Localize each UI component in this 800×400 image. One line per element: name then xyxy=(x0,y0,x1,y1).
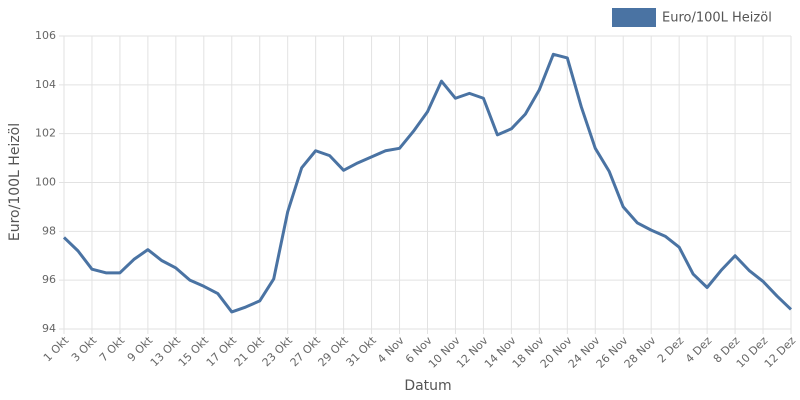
x-tick-label: 13 Okt xyxy=(148,334,184,370)
y-tick-label: 98 xyxy=(42,224,56,237)
y-tick-label: 94 xyxy=(42,322,56,335)
y-tick-label: 96 xyxy=(42,273,56,286)
x-tick-label: 27 Okt xyxy=(288,334,324,370)
y-tick-label: 100 xyxy=(35,176,56,189)
y-tick-label: 102 xyxy=(35,127,56,140)
x-tick-label: 17 Okt xyxy=(204,334,240,370)
x-tick-label: 21 Okt xyxy=(232,334,268,370)
x-tick-label: 29 Okt xyxy=(316,334,352,370)
legend-label: Euro/100L Heizöl xyxy=(662,11,772,26)
legend-swatch xyxy=(612,8,656,27)
x-tick-label: 15 Okt xyxy=(176,334,212,370)
x-tick-label: 31 Okt xyxy=(344,334,380,370)
x-tick-label: 23 Okt xyxy=(260,334,296,370)
x-tick-label: 2 Dez xyxy=(655,334,687,366)
x-tick-label: 4 Dez xyxy=(683,334,715,366)
x-tick-label: 4 Nov xyxy=(375,334,407,366)
y-tick-label: 106 xyxy=(35,29,56,42)
y-axis-title: Euro/100L Heizöl xyxy=(7,123,23,241)
x-tick-label: 7 Okt xyxy=(97,334,128,365)
x-tick-label: 12 Dez xyxy=(762,334,799,371)
line-series xyxy=(62,52,793,314)
y-tick-label: 104 xyxy=(35,78,56,91)
x-axis-title: Datum xyxy=(404,378,451,394)
x-tick-label: 28 Nov xyxy=(622,334,659,371)
x-tick-label: 1 Okt xyxy=(41,334,72,365)
x-tick-label: 3 Okt xyxy=(69,334,100,365)
